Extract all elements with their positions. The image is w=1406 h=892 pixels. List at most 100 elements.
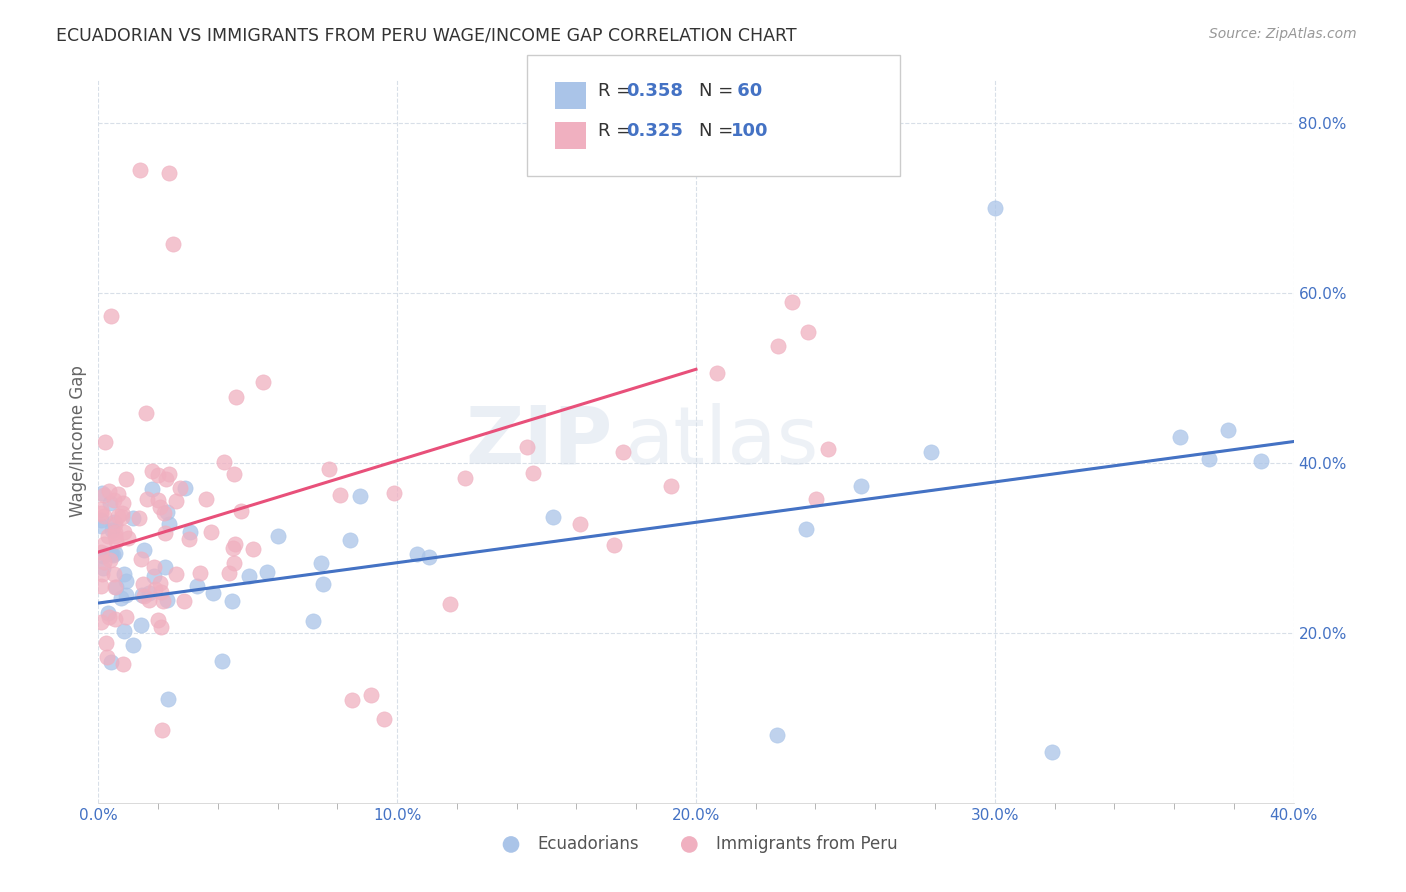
Point: [797, 326, 820, 340]
Point: [806, 491, 828, 506]
Point: [117, 531, 139, 545]
Point: [141, 464, 163, 478]
Point: [221, 594, 243, 608]
Point: [122, 638, 145, 652]
Point: [96, 650, 118, 665]
Point: [94, 547, 117, 561]
Point: [177, 532, 200, 546]
Point: [225, 390, 247, 404]
Text: R =: R =: [598, 122, 637, 140]
Point: [766, 339, 789, 353]
Point: [766, 728, 789, 742]
Point: [104, 546, 127, 560]
Point: [90, 579, 112, 593]
Point: [104, 612, 127, 626]
Point: [156, 593, 179, 607]
Point: [91, 486, 114, 500]
Point: [1250, 454, 1272, 468]
Point: [93, 555, 115, 569]
Text: 60: 60: [731, 82, 762, 100]
Point: [132, 576, 155, 591]
Point: [165, 494, 187, 508]
Text: atlas: atlas: [624, 402, 818, 481]
Point: [659, 479, 682, 493]
Point: [114, 588, 136, 602]
Point: [90, 506, 112, 520]
Text: N =: N =: [699, 122, 738, 140]
Point: [157, 166, 180, 180]
Point: [103, 493, 125, 508]
Point: [112, 657, 135, 671]
Point: [93, 537, 115, 551]
Point: [212, 454, 235, 468]
Point: [128, 511, 150, 525]
Point: [103, 548, 125, 562]
Point: [104, 580, 127, 594]
Point: [612, 444, 634, 458]
Point: [1040, 745, 1063, 759]
Point: [114, 610, 136, 624]
Point: [780, 295, 803, 310]
Point: [418, 550, 440, 565]
Point: [114, 574, 136, 589]
Point: [90, 519, 112, 533]
Text: ECUADORIAN VS IMMIGRANTS FROM PERU WAGE/INCOME GAP CORRELATION CHART: ECUADORIAN VS IMMIGRANTS FROM PERU WAGE/…: [56, 27, 797, 45]
Point: [169, 481, 191, 495]
Text: ZIP: ZIP: [465, 402, 613, 481]
Point: [111, 510, 134, 524]
Point: [373, 712, 395, 726]
Point: [153, 525, 176, 540]
Point: [222, 541, 245, 555]
Point: [1218, 423, 1240, 437]
Point: [157, 467, 180, 482]
Point: [143, 559, 166, 574]
Point: [112, 496, 135, 510]
Text: R =: R =: [598, 82, 637, 100]
Point: [157, 692, 180, 706]
Point: [165, 566, 187, 581]
Point: [200, 524, 222, 539]
Point: [150, 585, 173, 599]
Point: [152, 506, 174, 520]
Text: Source: ZipAtlas.com: Source: ZipAtlas.com: [1209, 27, 1357, 41]
Point: [112, 624, 135, 639]
Point: [100, 310, 122, 324]
Point: [105, 533, 128, 548]
Point: [453, 470, 475, 484]
Point: [105, 580, 128, 594]
Point: [382, 486, 405, 500]
Point: [312, 577, 335, 591]
Point: [329, 488, 352, 502]
Point: [339, 533, 361, 547]
Point: [224, 537, 246, 551]
Point: [188, 566, 211, 580]
Point: [568, 516, 591, 531]
Point: [129, 163, 152, 178]
Point: [148, 492, 170, 507]
Point: [156, 505, 179, 519]
Point: [90, 615, 112, 630]
Point: [157, 516, 180, 531]
Point: [149, 576, 172, 591]
Point: [541, 509, 564, 524]
Point: [238, 569, 260, 583]
Point: [101, 523, 124, 537]
Point: [155, 473, 177, 487]
Point: [302, 614, 325, 628]
Point: [94, 635, 117, 649]
Point: [148, 467, 170, 482]
Point: [516, 440, 538, 454]
Point: [920, 445, 942, 459]
Point: [150, 620, 173, 634]
Point: [794, 522, 817, 536]
Point: [103, 567, 125, 582]
Point: [132, 542, 155, 557]
Point: [104, 516, 127, 531]
Point: [138, 593, 160, 607]
Point: [148, 613, 170, 627]
Point: [706, 366, 728, 380]
Point: [90, 566, 112, 581]
Point: [179, 524, 201, 539]
Point: [93, 561, 115, 575]
Point: [224, 557, 246, 571]
